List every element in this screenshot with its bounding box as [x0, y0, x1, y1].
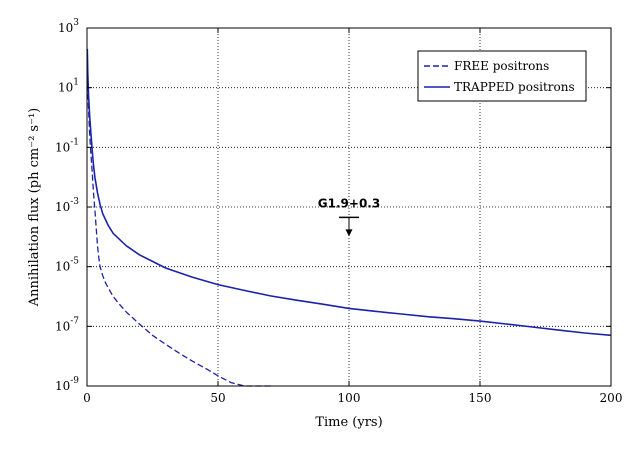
- axis-ticks: 0 50 100 150 200 10-9 10-7 10-5 10-3 10-1 101 103: [55, 18, 623, 405]
- x-tick-label: 150: [469, 391, 492, 405]
- x-axis-label: Time (yrs): [315, 415, 382, 430]
- legend-trapped-label: TRAPPED positrons: [454, 80, 575, 94]
- legend: FREE positrons TRAPPED positrons: [417, 50, 587, 102]
- x-tick-label: 50: [210, 391, 225, 405]
- y-tick-label: 10-5: [55, 257, 79, 274]
- series-lines: [86, 48, 612, 387]
- y-tick-label: 10-1: [55, 137, 79, 154]
- grid-lines: [87, 28, 611, 386]
- y-tick-label: 10-3: [55, 197, 79, 214]
- y-tick-label: 103: [58, 18, 79, 35]
- annotation-label: G1.9+0.3: [318, 196, 380, 210]
- y-tick-label: 10-9: [55, 376, 79, 393]
- x-tick-label: 100: [338, 391, 361, 405]
- y-axis-label: Annihilation flux (ph cm⁻² s⁻¹): [27, 108, 42, 307]
- y-tick-label: 101: [58, 78, 79, 95]
- trapped-positrons-line: [86, 48, 612, 337]
- legend-box: [417, 50, 587, 102]
- x-tick-label: 200: [600, 391, 623, 405]
- down-arrow-icon: [345, 229, 353, 237]
- legend-free-label: FREE positrons: [454, 59, 549, 73]
- g19-upper-limit-annotation: G1.9+0.3: [318, 196, 380, 237]
- x-tick-label: 0: [83, 391, 91, 405]
- y-tick-label: 10-7: [55, 316, 79, 333]
- free-positrons-line: [86, 66, 273, 387]
